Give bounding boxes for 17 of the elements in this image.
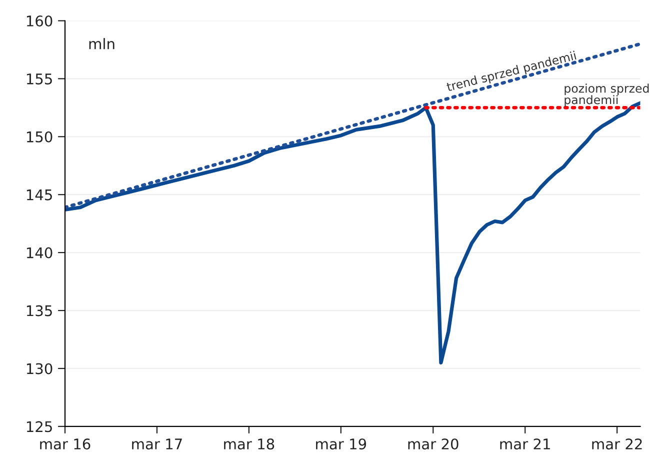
y-tick-label: 140 (26, 247, 52, 258)
x-tick-label: mar 18 (224, 438, 274, 450)
y-tick-label: 145 (26, 190, 52, 200)
y-tick-label: 130 (26, 363, 52, 374)
y-axis-title: mln (89, 38, 114, 50)
x-tick-label: mar 20 (408, 438, 458, 450)
x-tick-label: mar 16 (40, 438, 90, 450)
x-tick-label: mar 21 (500, 438, 550, 450)
annotation: poziom sprzed pandemii (564, 84, 649, 107)
y-tick-label: 155 (26, 74, 52, 84)
y-tick-label: 160 (26, 15, 52, 26)
y-tick-label: 135 (26, 305, 52, 316)
x-tick-label: mar 17 (132, 438, 182, 450)
y-tick-label: 125 (26, 421, 52, 432)
x-tick-label: mar 19 (316, 438, 366, 450)
x-tick-label: mar 22 (592, 438, 642, 450)
y-tick-label: 150 (26, 131, 52, 142)
